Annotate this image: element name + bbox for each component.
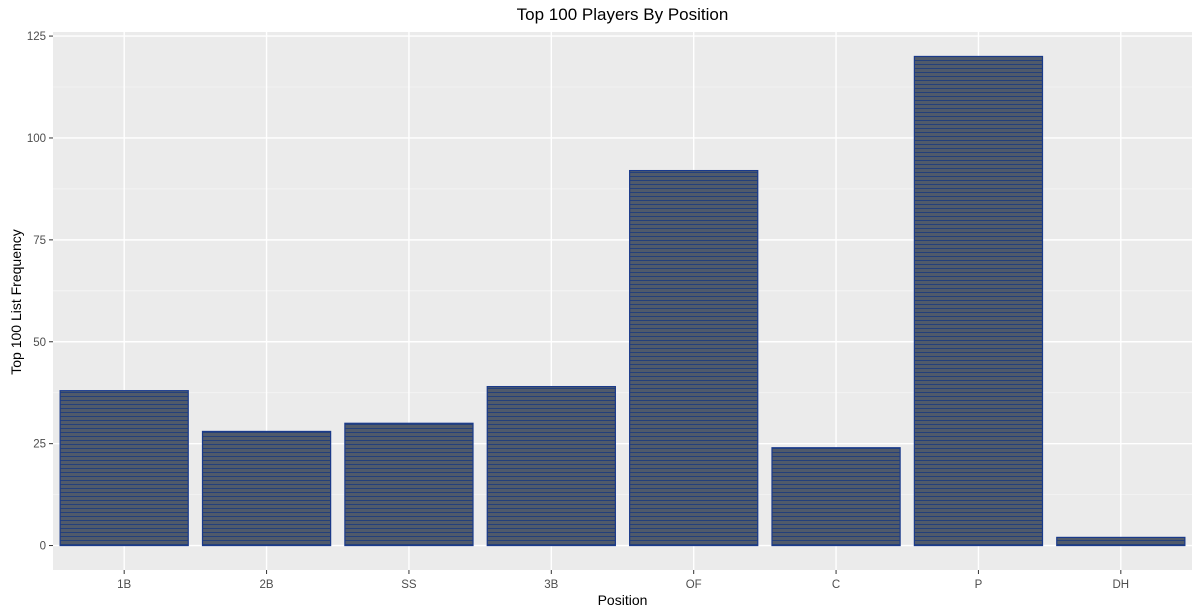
x-tick-label: 1B [117,579,131,591]
bar-3b [486,385,616,547]
bar-1b [59,390,189,547]
x-tick-label: OF [686,579,702,591]
y-axis-ticks: 0 25 50 75 100 125 [27,31,53,553]
y-tick-label: 75 [33,235,46,247]
bar-p [913,55,1044,547]
x-tick-label: C [832,579,840,591]
y-tick-label: 125 [27,31,46,43]
bar-ss [344,422,474,547]
bar-c [771,447,901,547]
y-tick-label: 100 [27,133,46,145]
x-tick-label: 2B [260,579,274,591]
bars [59,55,1186,547]
x-tick-label: P [975,579,983,591]
bar-of [629,169,759,547]
x-tick-label: DH [1113,579,1130,591]
y-tick-label: 0 [40,541,46,553]
x-axis-label: Position [597,592,648,608]
y-tick-label: 50 [33,337,46,349]
x-tick-label: SS [401,579,417,591]
bar-2b [201,430,332,547]
y-tick-label: 25 [33,439,46,451]
x-axis-ticks: 1B 2B SS 3B OF C P DH [117,570,1129,591]
x-tick-label: 3B [544,579,558,591]
chart-title: Top 100 Players By Position [516,5,729,24]
bar-dh [1056,536,1186,547]
